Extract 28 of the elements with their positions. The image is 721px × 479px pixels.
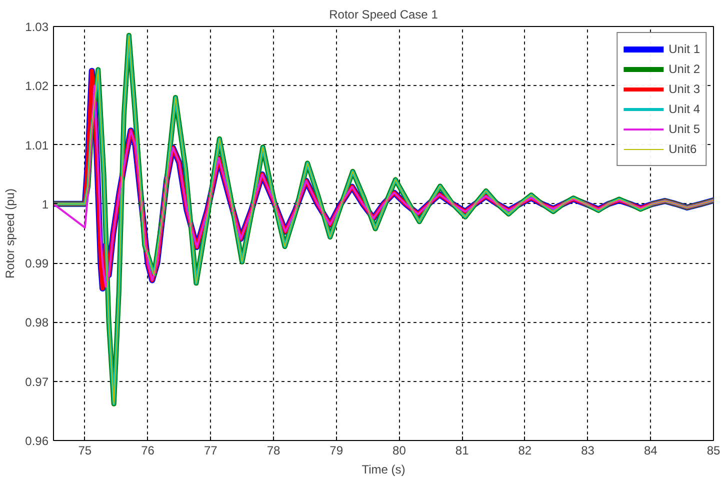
x-tick-label: 81 — [455, 444, 470, 458]
legend-label: Unit 2 — [668, 62, 700, 76]
chart-title: Rotor Speed Case 1 — [329, 8, 438, 22]
legend-label: Unit 3 — [668, 82, 700, 96]
y-tick-label: 0.96 — [25, 434, 49, 448]
x-axis-title: Time (s) — [362, 462, 406, 476]
y-tick-label: 1.02 — [25, 79, 49, 94]
legend-label: Unit 1 — [668, 42, 700, 56]
y-axis-title: Rotor speed (pu) — [3, 188, 18, 279]
x-tick-label: 83 — [581, 444, 595, 458]
y-tick-label: 1 — [42, 197, 49, 212]
x-tick-label: 77 — [204, 444, 218, 458]
legend-label: Unit 5 — [668, 122, 700, 136]
legend-label: Unit6 — [668, 142, 697, 156]
legend-label: Unit 4 — [668, 102, 700, 116]
x-tick-label: 84 — [644, 444, 658, 458]
x-tick-label: 75 — [78, 444, 92, 458]
x-tick-label: 76 — [141, 444, 155, 458]
x-tick-label: 80 — [392, 444, 406, 458]
y-tick-label: 1.03 — [25, 20, 49, 34]
x-tick-label: 79 — [330, 444, 344, 458]
x-tick-label: 85 — [706, 444, 720, 458]
y-tick-label: 0.99 — [25, 256, 49, 271]
y-tick-label: 1.01 — [25, 138, 49, 152]
y-tick-label: 0.97 — [25, 374, 49, 389]
y-tick-label: 0.98 — [25, 316, 49, 330]
x-tick-label: 78 — [266, 444, 280, 458]
x-tick-label: 82 — [518, 444, 532, 458]
